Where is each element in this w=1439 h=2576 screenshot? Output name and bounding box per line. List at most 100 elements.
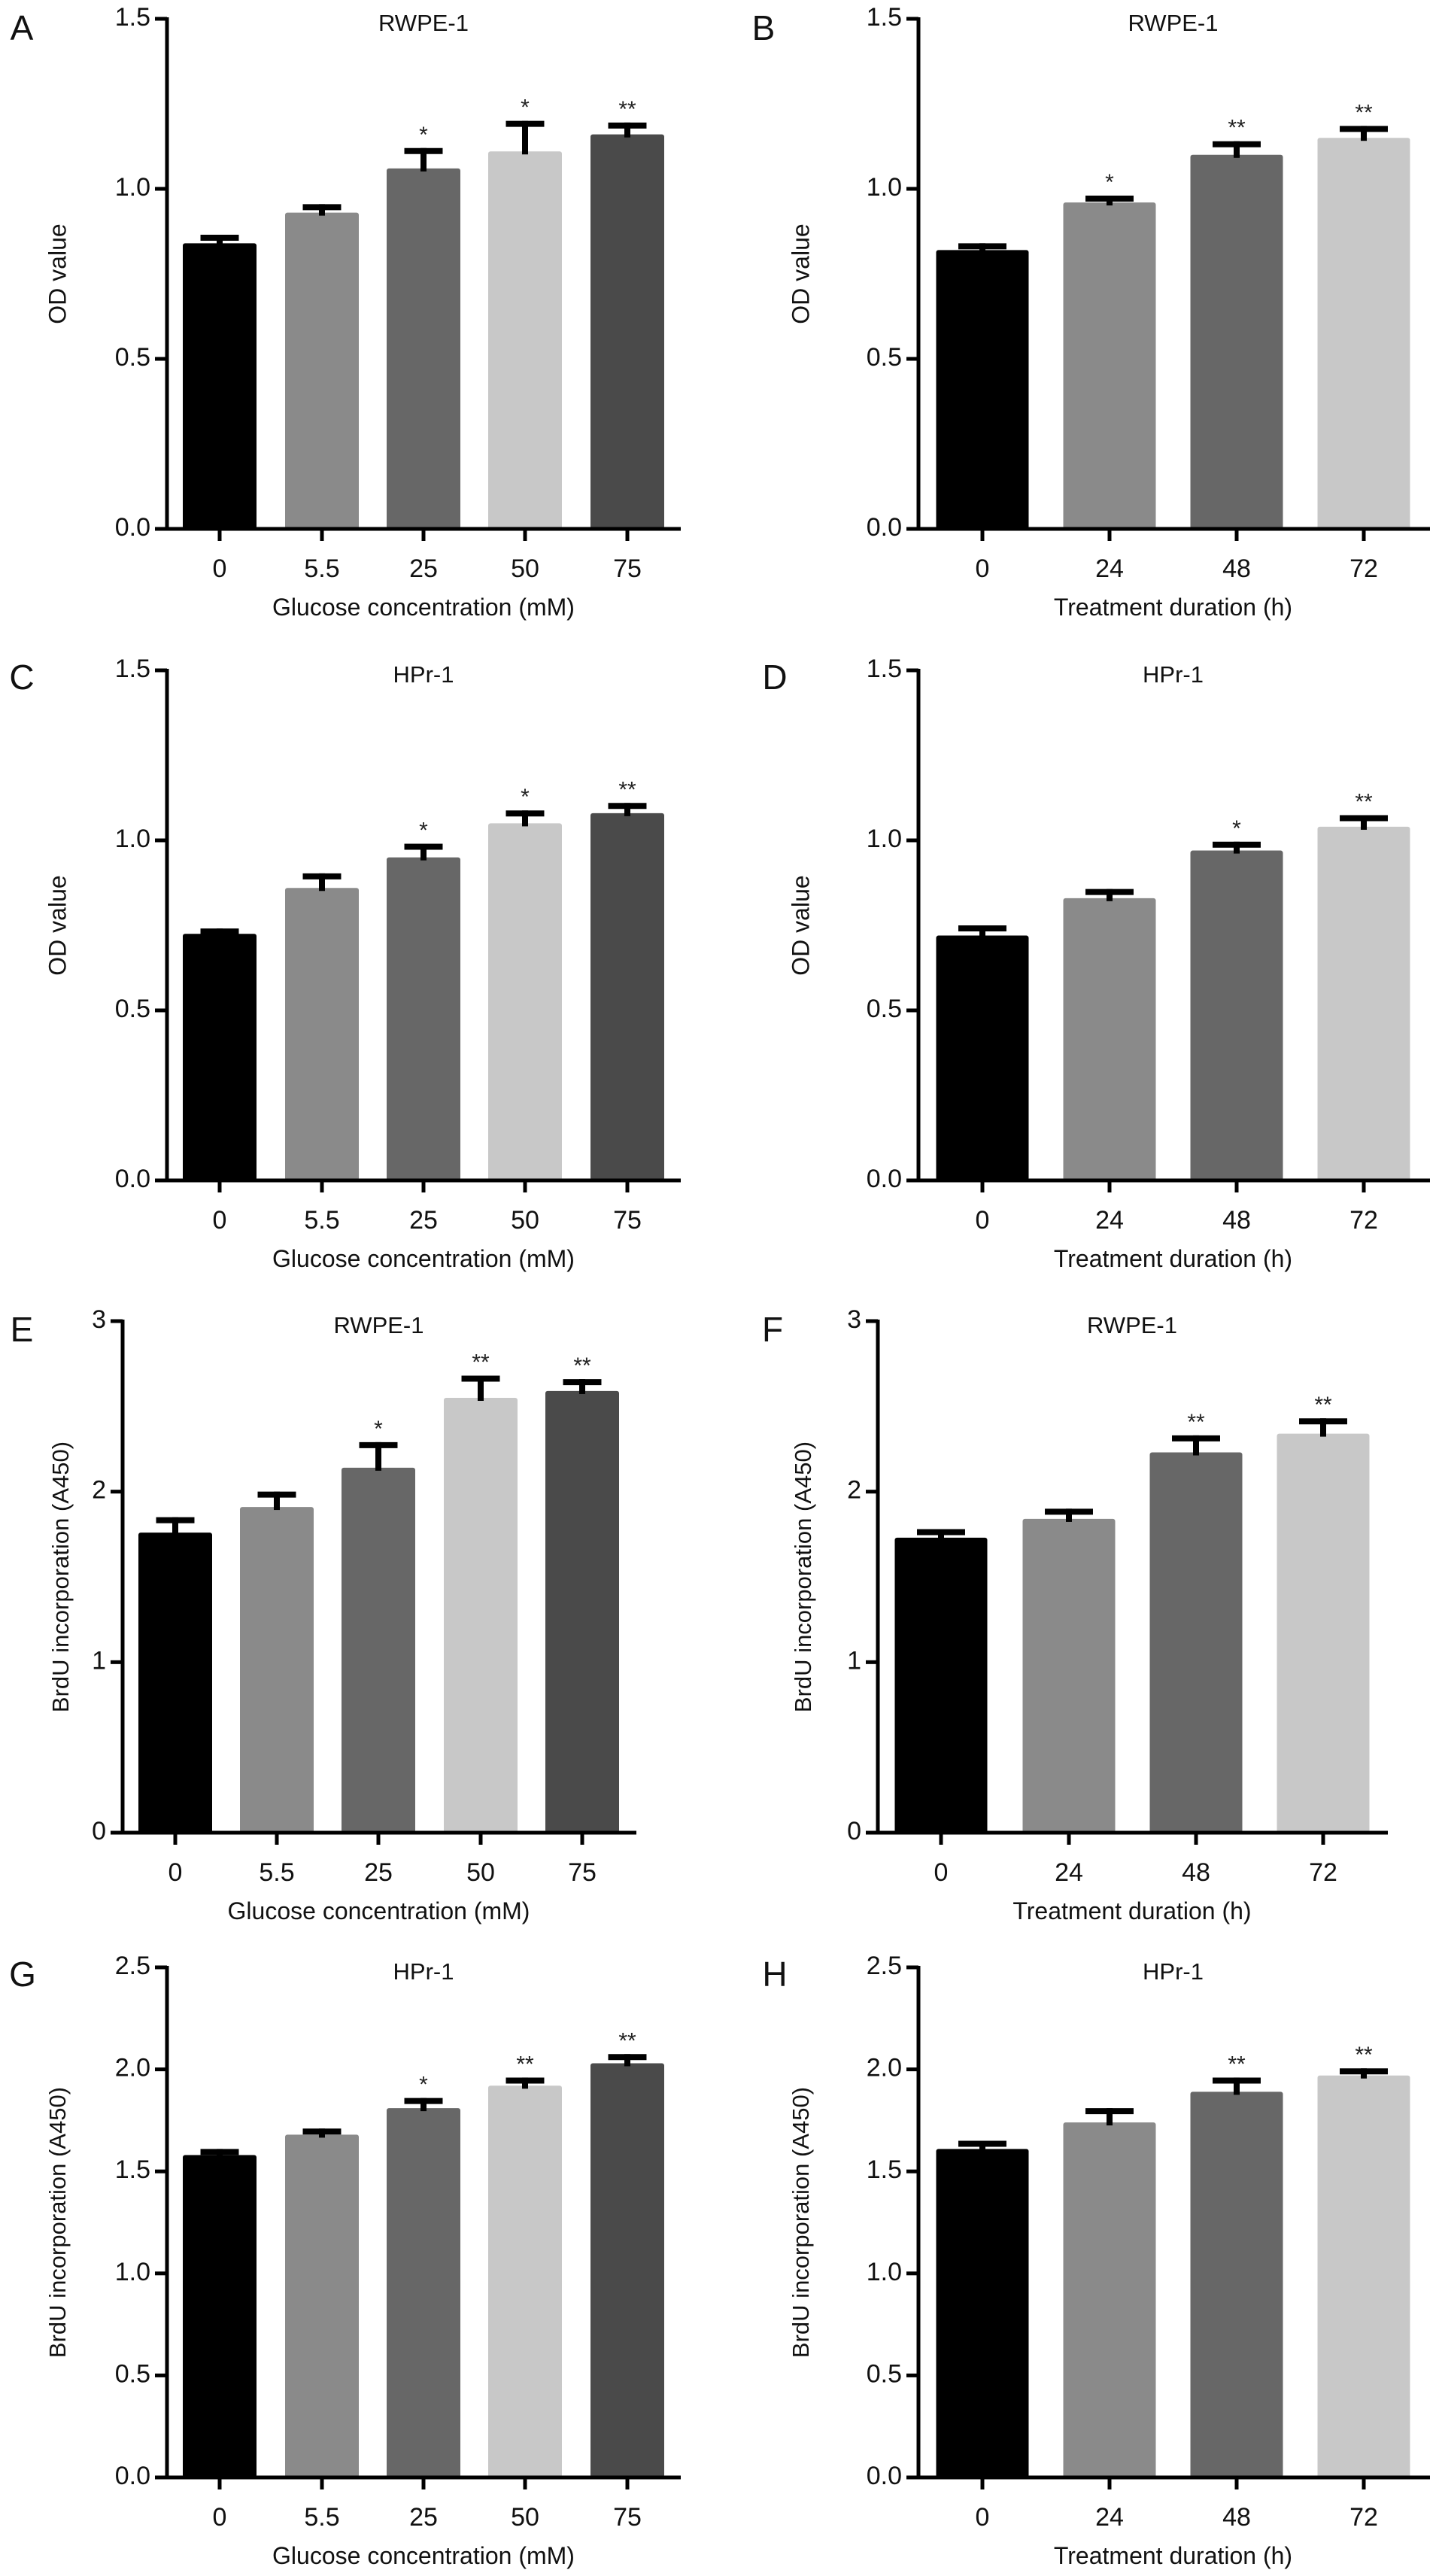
- significance-marker: **: [573, 1353, 591, 1378]
- y-axis-label: BrdU incorporation (A450): [44, 2087, 71, 2358]
- bar: [387, 857, 460, 1180]
- bar: [240, 1507, 314, 1833]
- bar: [936, 2149, 1029, 2477]
- y-axis-label: OD value: [44, 223, 71, 324]
- significance-marker: **: [1314, 1393, 1332, 1417]
- y-tick-label: 2.0: [867, 2054, 902, 2082]
- y-tick-label: 1.5: [115, 3, 150, 32]
- significance-marker: **: [1228, 2052, 1246, 2076]
- x-tick-label: 25: [409, 554, 438, 583]
- panel-g: G HPr-1 0 5.5 * 25 ** 50 ** 75 0.0 0.5 1.0 1.5 2.0 2.5 G…: [9, 1952, 681, 2569]
- x-axis-label: Glucose concentration (mM): [272, 1245, 575, 1272]
- panel-letter: B: [752, 8, 776, 47]
- x-axis-label: Treatment duration (h): [1054, 2542, 1292, 2569]
- bar: [285, 888, 359, 1180]
- x-tick-label: 50: [511, 1206, 539, 1235]
- y-tick-label: 0.0: [115, 513, 150, 542]
- y-tick-label: 0.0: [867, 1165, 902, 1193]
- panel-b: B RWPE-1 0 * 24 ** 48 ** 72 0.0 0.5 1.0 1.5 Treatment…: [752, 3, 1430, 621]
- panel-title: HPr-1: [393, 1958, 454, 1985]
- y-tick-label: 0.5: [115, 2359, 150, 2388]
- y-tick-label: 3: [847, 1305, 861, 1334]
- x-tick-label: 0: [976, 2503, 990, 2532]
- bar: [545, 1390, 619, 1833]
- panel-c: C HPr-1 0 5.5 * 25 * 50 ** 75 0.0 0.5 1.0 1.5 Glucose …: [9, 655, 681, 1272]
- panel-title: HPr-1: [1143, 1958, 1204, 1985]
- y-tick-label: 0: [92, 1817, 106, 1845]
- y-tick-label: 1.5: [115, 655, 150, 683]
- bar: [285, 212, 359, 529]
- x-axis-label: Glucose concentration (mM): [272, 594, 575, 621]
- significance-marker: **: [618, 97, 636, 122]
- x-tick-label: 48: [1222, 1206, 1251, 1235]
- significance-marker: *: [1232, 816, 1241, 841]
- y-tick-label: 2.5: [867, 1952, 902, 1980]
- panel-f: F RWPE-1 0 24 ** 48 ** 72 0 1 2 3 Treatment duration…: [762, 1305, 1388, 1924]
- y-tick-label: 1.5: [867, 2155, 902, 2184]
- y-tick-label: 1.5: [115, 2155, 150, 2184]
- bar: [1063, 898, 1156, 1180]
- bar: [590, 2063, 664, 2477]
- x-tick-label: 75: [613, 1206, 642, 1235]
- significance-marker: *: [419, 2073, 428, 2098]
- bar: [1190, 154, 1283, 530]
- significance-marker: *: [374, 1417, 383, 1441]
- panel-title: RWPE-1: [333, 1312, 424, 1338]
- significance-marker: **: [1355, 100, 1373, 125]
- y-tick-label: 1.0: [115, 825, 150, 853]
- panel-h: H HPr-1 0 24 ** 48 ** 72 0.0 0.5 1.0 1.5 2.0 2.5 Treat…: [762, 1952, 1430, 2569]
- x-tick-label: 75: [613, 2503, 642, 2532]
- y-tick-label: 1.0: [867, 825, 902, 853]
- x-tick-label: 50: [511, 554, 539, 583]
- bar: [1317, 2075, 1410, 2477]
- y-axis-label: OD value: [44, 875, 71, 975]
- y-tick-label: 0.5: [867, 995, 902, 1023]
- bar: [183, 2155, 257, 2477]
- panel-title: HPr-1: [393, 661, 454, 688]
- significance-marker: *: [419, 123, 428, 147]
- significance-marker: *: [419, 819, 428, 843]
- y-tick-label: 3: [92, 1305, 106, 1334]
- y-tick-label: 0.0: [867, 2462, 902, 2490]
- significance-marker: **: [472, 1350, 490, 1375]
- bar: [936, 935, 1029, 1180]
- bar: [285, 2134, 359, 2477]
- y-tick-label: 0.5: [867, 343, 902, 372]
- bar: [590, 134, 664, 529]
- bar: [183, 934, 257, 1180]
- y-tick-label: 1: [847, 1646, 861, 1675]
- x-tick-label: 0: [213, 2503, 227, 2532]
- x-tick-label: 25: [364, 1858, 393, 1887]
- y-axis-label: OD value: [787, 875, 814, 975]
- bar: [1317, 826, 1410, 1180]
- significance-marker: **: [516, 2052, 534, 2076]
- bar: [1022, 1518, 1116, 1833]
- panel-letter: F: [762, 1310, 783, 1349]
- x-axis-label: Glucose concentration (mM): [272, 2542, 575, 2569]
- bar: [387, 168, 460, 529]
- panel-title: RWPE-1: [1087, 1312, 1177, 1338]
- bar: [183, 243, 257, 529]
- significance-marker: **: [1355, 2043, 1373, 2067]
- panel-title: RWPE-1: [378, 10, 469, 36]
- y-axis-label: BrdU incorporation (A450): [790, 1441, 816, 1712]
- x-tick-label: 50: [466, 1858, 495, 1887]
- y-tick-label: 2: [847, 1476, 861, 1505]
- x-tick-label: 0: [976, 554, 990, 583]
- significance-marker: **: [1187, 1410, 1205, 1435]
- x-tick-label: 48: [1222, 2503, 1251, 2532]
- y-tick-label: 0.0: [867, 513, 902, 542]
- x-tick-label: 0: [934, 1858, 949, 1887]
- x-tick-label: 0: [213, 1206, 227, 1235]
- y-tick-label: 0: [847, 1817, 861, 1845]
- x-tick-label: 24: [1095, 554, 1124, 583]
- y-tick-label: 1.0: [115, 173, 150, 202]
- x-tick-label: 5.5: [304, 2503, 339, 2532]
- x-tick-label: 24: [1095, 1206, 1124, 1235]
- x-tick-label: 48: [1182, 1858, 1210, 1887]
- y-tick-label: 0.5: [867, 2359, 902, 2388]
- x-tick-label: 0: [168, 1858, 183, 1887]
- x-axis-label: Treatment duration (h): [1012, 1897, 1251, 1924]
- x-tick-label: 0: [213, 554, 227, 583]
- x-tick-label: 75: [568, 1858, 597, 1887]
